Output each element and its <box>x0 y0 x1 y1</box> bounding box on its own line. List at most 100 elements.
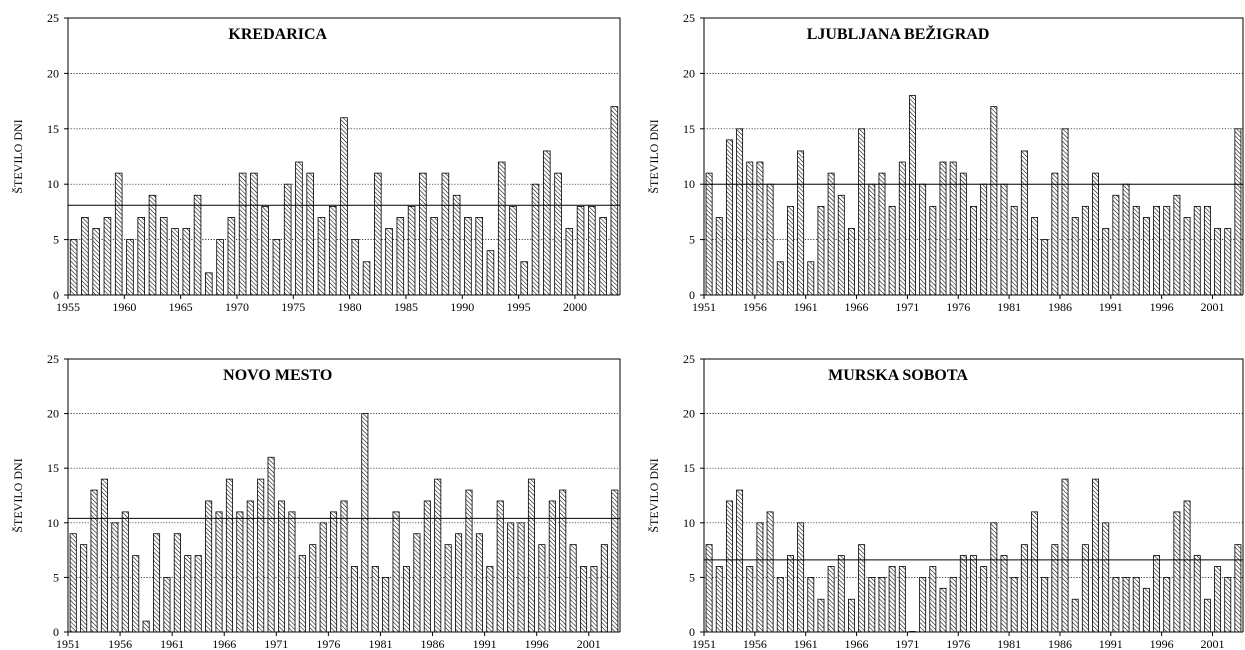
bar-murska-sobota-1975 <box>949 577 957 633</box>
bar-murska-sobota-2003 <box>1234 544 1242 633</box>
bar-murska-sobota-1952 <box>715 566 723 633</box>
bar-murska-sobota-1987 <box>1071 598 1079 633</box>
ytick-label-novo-mesto-20: 20 <box>47 407 59 421</box>
xtick-label-kredarica-1985: 1985 <box>394 300 418 314</box>
xtick-label-kredarica-1980: 1980 <box>338 300 362 314</box>
bar-murska-sobota-1992 <box>1122 577 1130 633</box>
bar-murska-sobota-1995 <box>1153 555 1161 633</box>
bar-murska-sobota-1994 <box>1142 587 1150 633</box>
xtick-label-kredarica-1960: 1960 <box>112 300 136 314</box>
xtick-label-ljubljana-bezigrad-1981: 1981 <box>997 300 1021 314</box>
ytick-label-ljubljana-bezigrad-20: 20 <box>683 66 695 80</box>
bar-murska-sobota-1969 <box>888 566 896 633</box>
xtick-label-novo-mesto-1986: 1986 <box>421 637 445 650</box>
title-ljubljana-bezigrad: LJUBLJANA BEŽIGRAD <box>807 24 990 43</box>
ytick-label-murska-sobota-25: 25 <box>683 352 695 366</box>
bar-murska-sobota-1956 <box>756 522 764 633</box>
bar-murska-sobota-1951 <box>705 544 713 633</box>
ytick-label-murska-sobota-0: 0 <box>689 625 695 639</box>
xtick-label-murska-sobota-2001: 2001 <box>1200 637 1224 650</box>
bar-murska-sobota-1966 <box>858 544 866 633</box>
ylabel-novo-mesto: ŠTEVILO DNI <box>11 458 25 532</box>
bar-murska-sobota-1986 <box>1061 478 1069 633</box>
bar-murska-sobota-1980 <box>1000 555 1008 633</box>
ytick-label-kredarica-0: 0 <box>53 288 59 302</box>
xtick-label-kredarica-1990: 1990 <box>450 300 474 314</box>
xtick-label-murska-sobota-1976: 1976 <box>946 637 970 650</box>
xtick-label-novo-mesto-1976: 1976 <box>316 637 340 650</box>
xtick-label-murska-sobota-1981: 1981 <box>997 637 1021 650</box>
ytick-label-murska-sobota-15: 15 <box>683 461 695 475</box>
bar-murska-sobota-1988 <box>1081 544 1089 633</box>
bar-murska-sobota-1954 <box>736 489 744 633</box>
ytick-label-ljubljana-bezigrad-5: 5 <box>689 233 695 247</box>
xtick-label-kredarica-1975: 1975 <box>281 300 305 314</box>
ytick-label-kredarica-15: 15 <box>47 122 59 136</box>
xtick-label-novo-mesto-1971: 1971 <box>264 637 288 650</box>
bar-murska-sobota-2002 <box>1224 577 1232 633</box>
bar-murska-sobota-1989 <box>1092 478 1099 633</box>
bar-murska-sobota-1993 <box>1132 577 1140 633</box>
xtick-label-ljubljana-bezigrad-1961: 1961 <box>794 300 818 314</box>
xtick-label-ljubljana-bezigrad-1976: 1976 <box>946 300 970 314</box>
xtick-label-ljubljana-bezigrad-2001: 2001 <box>1200 300 1224 314</box>
ytick-label-novo-mesto-5: 5 <box>53 570 59 584</box>
bar-murska-sobota-1991 <box>1112 577 1120 633</box>
bar-murska-sobota-1970 <box>898 566 906 633</box>
xtick-label-murska-sobota-1961: 1961 <box>794 637 818 650</box>
bar-murska-sobota-1984 <box>1041 577 1049 633</box>
frame-kredarica <box>68 17 621 295</box>
xtick-label-novo-mesto-1991: 1991 <box>473 637 497 650</box>
xtick-label-murska-sobota-1951: 1951 <box>692 637 716 650</box>
ytick-label-novo-mesto-25: 25 <box>47 352 59 366</box>
ytick-label-kredarica-25: 25 <box>47 11 59 25</box>
bar-murska-sobota-1962 <box>817 598 825 633</box>
ylabel-ljubljana-bezigrad: ŠTEVILO DNI <box>647 119 661 193</box>
bar-murska-sobota-1960 <box>797 522 805 633</box>
xtick-label-murska-sobota-1966: 1966 <box>845 637 869 650</box>
bar-murska-sobota-1963 <box>827 566 835 633</box>
bar-murska-sobota-1976 <box>959 555 967 633</box>
ytick-label-novo-mesto-0: 0 <box>53 625 59 639</box>
frame-ljubljana-bezigrad <box>704 17 1244 295</box>
ytick-label-murska-sobota-20: 20 <box>683 407 695 421</box>
bar-murska-sobota-1981 <box>1010 577 1018 633</box>
ytick-label-murska-sobota-10: 10 <box>683 516 695 530</box>
bar-murska-sobota-1990 <box>1102 522 1110 633</box>
title-murska-sobota: MURSKA SOBOTA <box>828 367 968 384</box>
xtick-label-ljubljana-bezigrad-1966: 1966 <box>845 300 869 314</box>
xtick-label-murska-sobota-1991: 1991 <box>1099 637 1123 650</box>
xtick-label-kredarica-2000: 2000 <box>563 300 587 314</box>
xtick-label-murska-sobota-1971: 1971 <box>895 637 919 650</box>
bar-murska-sobota-2000 <box>1203 598 1211 633</box>
xtick-label-kredarica-1995: 1995 <box>507 300 531 314</box>
bar-murska-sobota-1983 <box>1031 511 1038 633</box>
xtick-label-novo-mesto-1956: 1956 <box>108 637 132 650</box>
bar-murska-sobota-1964 <box>837 555 845 633</box>
bar-murska-sobota-1957 <box>766 511 774 633</box>
xtick-label-novo-mesto-1981: 1981 <box>368 637 392 650</box>
bar-murska-sobota-1978 <box>980 566 988 633</box>
ytick-label-novo-mesto-15: 15 <box>47 461 59 475</box>
bar-murska-sobota-1955 <box>746 566 754 633</box>
xtick-label-murska-sobota-1996: 1996 <box>1150 637 1174 650</box>
title-kredarica: KREDARICA <box>228 26 327 43</box>
bar-murska-sobota-1968 <box>878 577 886 633</box>
ytick-label-ljubljana-bezigrad-15: 15 <box>683 122 695 136</box>
xtick-label-ljubljana-bezigrad-1991: 1991 <box>1099 300 1123 314</box>
ytick-label-murska-sobota-5: 5 <box>689 570 695 584</box>
bar-murska-sobota-1999 <box>1193 555 1201 633</box>
bar-murska-sobota-1977 <box>970 555 977 633</box>
xtick-label-ljubljana-bezigrad-1971: 1971 <box>895 300 919 314</box>
xtick-label-ljubljana-bezigrad-1986: 1986 <box>1048 300 1072 314</box>
xtick-label-novo-mesto-1951: 1951 <box>56 637 80 650</box>
bar-murska-sobota-1974 <box>939 587 947 633</box>
xtick-label-kredarica-1965: 1965 <box>169 300 193 314</box>
xtick-label-ljubljana-bezigrad-1956: 1956 <box>743 300 767 314</box>
title-novo-mesto: NOVO MESTO <box>223 367 332 384</box>
bar-murska-sobota-1972 <box>919 577 927 633</box>
xtick-label-novo-mesto-1966: 1966 <box>212 637 236 650</box>
